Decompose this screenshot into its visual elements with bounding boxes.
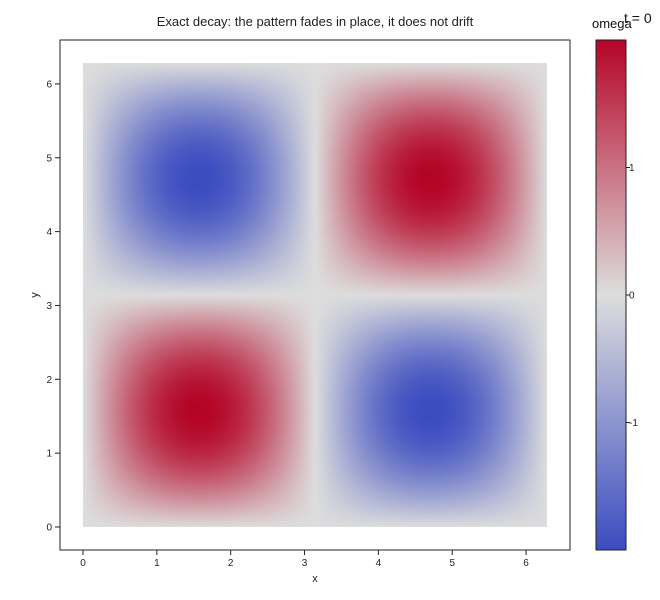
y-axis-ticks: 0 1 2 3 4 5 6 (46, 79, 60, 534)
heatmap-image (83, 63, 547, 527)
y-tick-label: 3 (46, 301, 52, 312)
colorbar-tick-label: 1 (629, 163, 635, 174)
x-axis-ticks: 0 1 2 3 4 5 6 (80, 550, 529, 569)
x-tick-label: 2 (228, 558, 234, 569)
x-tick-label: 4 (376, 558, 382, 569)
x-axis-label: x (312, 573, 318, 585)
colorbar-title: omega (592, 16, 632, 31)
colorbar-tick-label: 0 (629, 291, 635, 302)
chart-title: Exact decay: the pattern fades in place,… (156, 14, 474, 29)
y-axis-label: y (29, 292, 41, 298)
x-tick-label: 0 (80, 558, 86, 569)
colorbar-tick-label: -1 (629, 418, 638, 429)
colorbar (595, 39, 627, 551)
y-tick-label: 0 (46, 523, 52, 534)
y-tick-label: 2 (46, 375, 52, 386)
y-tick-label: 4 (46, 227, 52, 238)
x-tick-label: 1 (154, 558, 160, 569)
y-tick-label: 5 (46, 153, 52, 164)
x-tick-label: 3 (302, 558, 308, 569)
x-tick-label: 5 (449, 558, 455, 569)
y-tick-label: 6 (46, 79, 52, 90)
x-tick-label: 6 (523, 558, 529, 569)
colorbar-ticks: 1 0 -1 (626, 163, 638, 429)
time-label: t = 0 (624, 10, 652, 26)
y-tick-label: 1 (46, 449, 52, 460)
